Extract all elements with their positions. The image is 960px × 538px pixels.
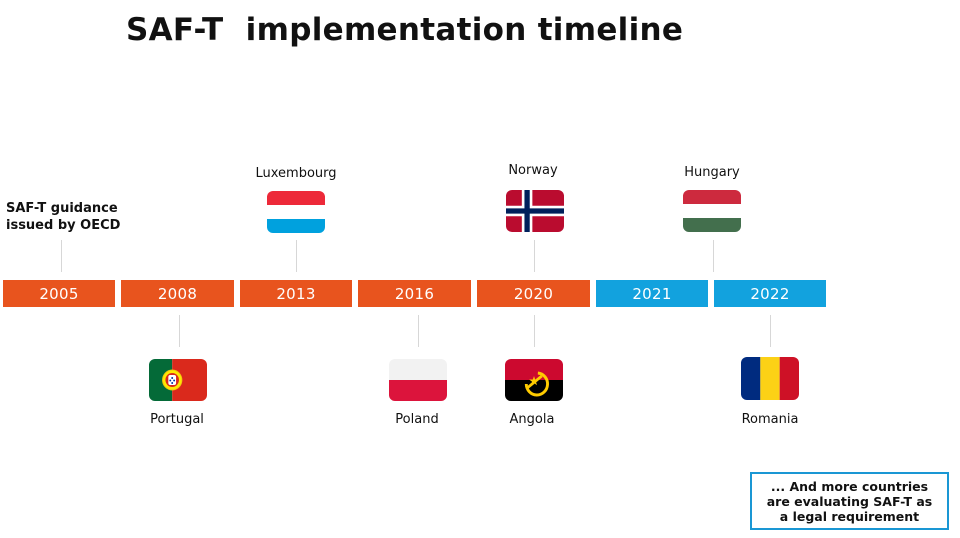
label-hungary: Hungary [684, 165, 740, 180]
norway-flag [506, 190, 564, 232]
year-2020: 2020 [477, 280, 590, 307]
connector-2021 [713, 240, 714, 272]
angola-flag [505, 359, 563, 401]
romania-flag [741, 357, 799, 400]
connector-2016 [418, 315, 419, 347]
connector-2013 [296, 240, 297, 272]
connector-2008 [179, 315, 180, 347]
year-2021: 2021 [596, 280, 708, 307]
year-2005: 2005 [3, 280, 115, 307]
label-angola: Angola [509, 412, 555, 427]
connector-2005 [61, 240, 62, 272]
page-title: SAF-T implementation timeline [126, 12, 684, 48]
luxembourg-flag [267, 191, 325, 233]
oecd-guidance-label: SAF-T guidance issued by OECD [6, 201, 121, 233]
label-romania: Romania [741, 412, 799, 427]
label-norway: Norway [508, 163, 558, 178]
poland-flag [389, 359, 447, 401]
year-2013: 2013 [240, 280, 352, 307]
hungary-flag [683, 190, 741, 232]
year-2022: 2022 [714, 280, 826, 307]
year-2008: 2008 [121, 280, 234, 307]
portugal-flag [149, 359, 207, 401]
label-poland: Poland [395, 412, 439, 427]
label-luxembourg: Luxembourg [255, 166, 337, 181]
year-2016: 2016 [358, 280, 471, 307]
label-portugal: Portugal [150, 412, 204, 427]
connector-2022 [770, 315, 771, 347]
connector-2020-bottom [534, 315, 535, 347]
more-countries-note: ... And more countries are evaluating SA… [750, 472, 949, 530]
connector-2020-top [534, 240, 535, 272]
